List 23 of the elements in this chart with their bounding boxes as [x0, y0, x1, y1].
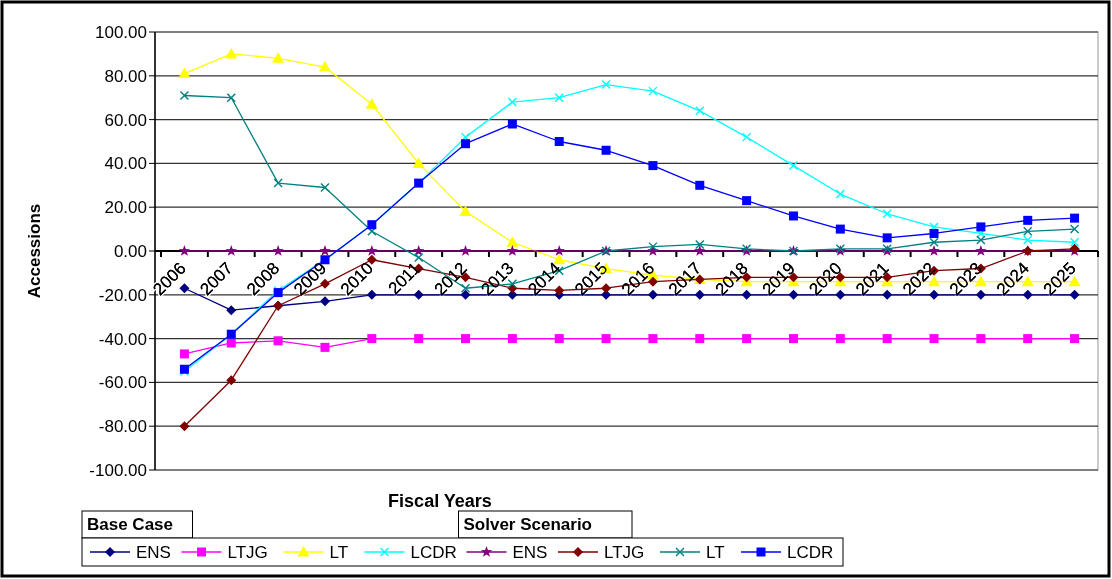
y-tick-label: 80.00: [104, 66, 147, 86]
x-axis-title: Fiscal Years: [388, 491, 492, 511]
y-tick-label: -40.00: [98, 329, 147, 349]
text: Base Case: [87, 515, 174, 534]
y-tick-label: 100.00: [95, 22, 147, 42]
legend-label: LTJG: [227, 542, 268, 562]
legend-label: ENS: [512, 542, 548, 562]
y-tick-label: -60.00: [98, 373, 147, 393]
legend-label: LT: [706, 542, 725, 562]
y-tick-label: 20.00: [104, 198, 147, 218]
legend-label: LCDR: [787, 542, 834, 562]
legend-label: LCDR: [410, 542, 457, 562]
y-axis-title: Accessions: [25, 203, 44, 299]
y-tick-label: 40.00: [104, 154, 147, 174]
y-tick-label: 0.00: [113, 241, 147, 261]
legend-label: LT: [329, 542, 349, 562]
y-tick-label: -20.00: [98, 285, 147, 305]
legend-label: LTJG: [604, 542, 645, 562]
y-tick-label: 60.00: [104, 110, 147, 130]
y-tick-label: -100.00: [89, 460, 147, 480]
text: Solver Scenario: [463, 515, 593, 534]
legend-label: ENS: [136, 542, 171, 562]
y-tick-label: -80.00: [98, 417, 147, 437]
